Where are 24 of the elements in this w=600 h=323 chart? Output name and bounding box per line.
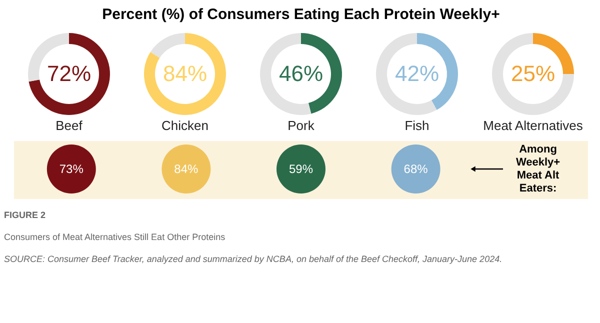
text: Beef bbox=[56, 118, 83, 133]
text: Fish bbox=[404, 118, 430, 133]
data-label: 72% bbox=[46, 61, 92, 86]
text: Among Weekly+ Meat Alt Eaters: bbox=[516, 144, 560, 194]
text: Consumers of Meat Alternatives Still Eat Other Proteins bbox=[4, 232, 226, 242]
data-label: 42% bbox=[394, 61, 440, 86]
donut-slice bbox=[376, 33, 437, 115]
donut-slice bbox=[28, 33, 110, 115]
data-label: 25% bbox=[510, 61, 556, 86]
text: Meat Alternatives bbox=[483, 118, 584, 133]
data-label: 68% bbox=[404, 162, 428, 176]
source-note: SOURCE: Consumer Beef Tracker, analyzed and summarized by NCBA, on behalf of the Beef Checkoff, January-June 2024. bbox=[4, 254, 502, 264]
data-label: 84% bbox=[174, 162, 199, 176]
data-label: 73% bbox=[59, 162, 84, 176]
data-label: 84% bbox=[162, 61, 208, 86]
data-label: 46% bbox=[278, 61, 324, 86]
donut-slice bbox=[492, 33, 574, 115]
text: Percent (%) of Consumers Eating Each Protein Weekly+ bbox=[102, 6, 500, 23]
caption: FIGURE 2 bbox=[4, 210, 46, 220]
donut-slice bbox=[150, 33, 185, 58]
donut-slice bbox=[144, 33, 226, 115]
data-label: 59% bbox=[288, 162, 314, 176]
text: Chicken bbox=[162, 118, 208, 133]
text: Pork bbox=[288, 118, 315, 133]
